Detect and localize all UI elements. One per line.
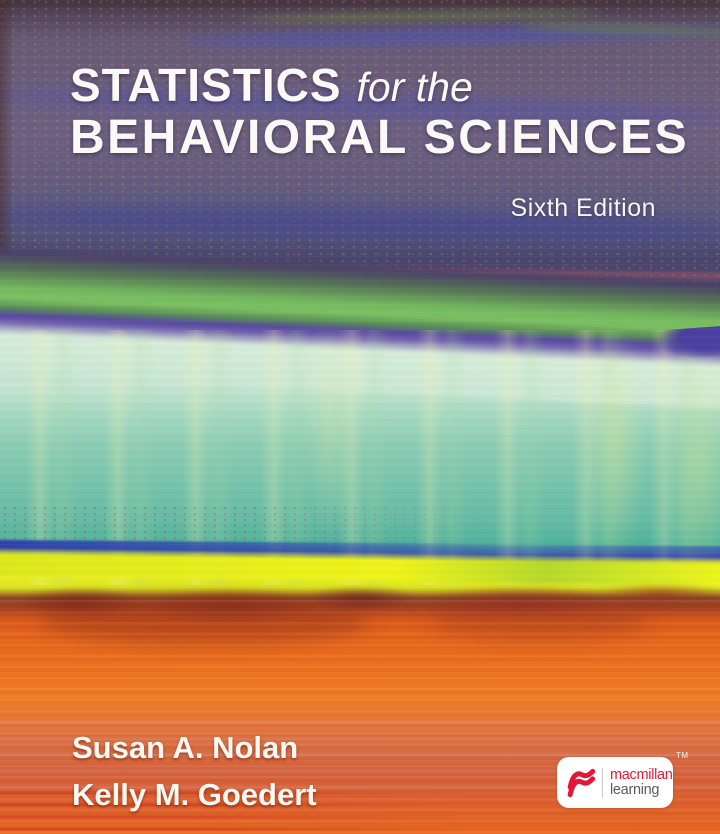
- trademark-symbol: TM: [676, 751, 689, 760]
- macmillan-m-icon: [567, 768, 596, 797]
- author-1: Susan A. Nolan: [72, 730, 299, 765]
- title-accent-words: for the: [356, 64, 473, 110]
- paint-dark-left-edge: [0, 0, 14, 300]
- macmillan-learning-logo: macmillan learning: [557, 757, 673, 808]
- paint-maroon-cloud: [430, 600, 650, 640]
- logo-division-name: learning: [610, 781, 660, 798]
- author-names: Susan A. Nolan Kelly M. Goedert: [72, 724, 317, 818]
- title-main-word: STATISTICS: [70, 59, 342, 111]
- title-line-1: STATISTICS for the: [70, 60, 689, 111]
- logo-wordmark: macmillan learning: [610, 766, 673, 798]
- author-2: Kelly M. Goedert: [72, 777, 317, 812]
- edition-label: Sixth Edition: [510, 194, 656, 222]
- paint-maroon-cloud: [40, 598, 370, 644]
- title-line-2: BEHAVIORAL SCIENCES: [70, 111, 690, 164]
- book-title: STATISTICS for the BEHAVIORAL SCIENCES: [70, 60, 689, 164]
- logo-brand-name: macmillan: [610, 766, 673, 783]
- paint-red-streaks: [0, 788, 460, 834]
- paint-speckle-texture: [0, 0, 720, 300]
- logo-divider: [602, 767, 603, 798]
